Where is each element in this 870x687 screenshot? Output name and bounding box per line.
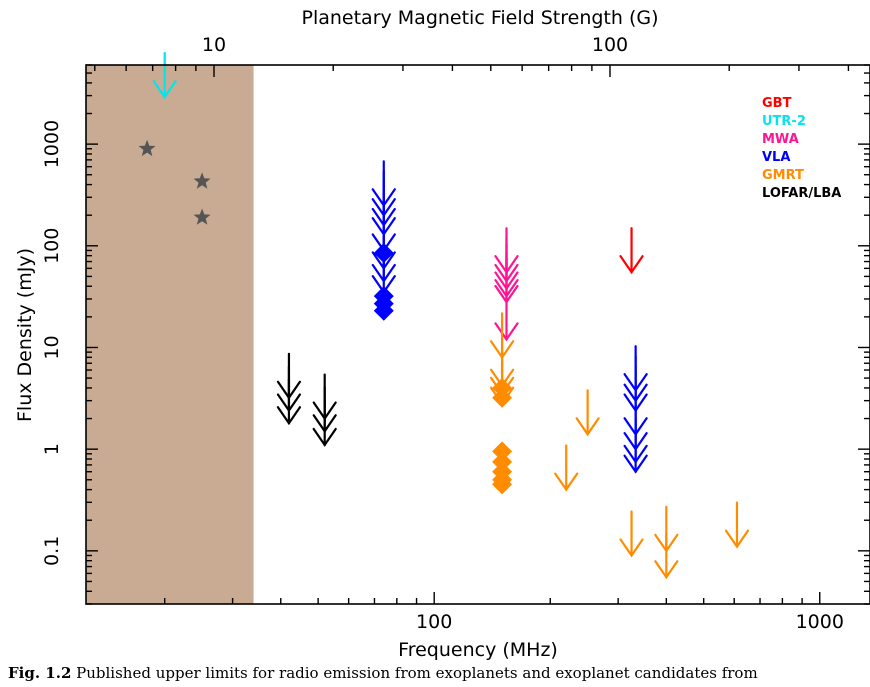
detection-diamond [492,441,513,462]
detection-diamond [373,300,394,321]
star-marker [193,208,211,225]
star-marker [193,172,211,189]
chart: 100 1000 0.1 1 10 100 1000 10 100 GBT UTR-2 MWA VLA… [14,7,870,661]
x-tick-label: 1000 [796,611,844,633]
upper-limit-arrow [575,389,600,437]
shaded-region [86,65,254,604]
figure-caption-number: Fig. 1.2 [8,664,72,682]
upper-limit-arrow [619,510,644,558]
axis-ticks: 100 1000 0.1 1 10 100 1000 10 100 [41,34,870,633]
detection-diamond [373,242,394,263]
upper-limit-arrow [312,399,337,447]
y-tick-label: 1000 [41,120,63,168]
top-axis-title: Planetary Magnetic Field Strength (G) [301,7,658,29]
upper-limit-arrow [494,294,519,342]
upper-limit-arrow [724,501,750,549]
figure-caption-text: Published upper limits for radio emissio… [71,664,758,682]
legend-entry: MWA [762,132,799,147]
top-tick-label: 10 [202,34,226,56]
upper-limit-arrow [619,227,644,275]
y-tick-label: 1 [41,443,63,455]
x-axis-title: Frequency (MHz) [398,639,558,661]
upper-limit-arrow [654,532,679,580]
star-marker [138,139,156,157]
upper-limit-arrow [554,444,579,492]
legend-entry: GBT [762,96,792,111]
legend-entry: GMRT [762,168,804,183]
upper-limit-arrow [152,52,177,100]
x-tick-label: 100 [416,611,452,633]
legend: GBT UTR-2 MWA VLA GMRT LOFAR/LBA [762,96,841,201]
plot-frame [85,64,870,605]
legend-entry: LOFAR/LBA [762,186,841,201]
y-tick-label: 10 [41,335,63,359]
detection-diamond [492,387,513,408]
figure-caption: Fig. 1.2 Published upper limits for radi… [8,664,868,682]
legend-entry: VLA [762,150,790,165]
chart-marks [138,52,750,580]
y-tick-label: 0.1 [41,536,63,566]
upper-limit-arrow [276,378,302,426]
detection-diamond [492,474,513,495]
y-axis-title: Flux Density (mJy) [14,248,36,422]
y-tick-label: 100 [41,228,63,264]
upper-limit-arrow [623,426,648,474]
legend-entry: UTR-2 [762,114,806,129]
top-tick-label: 100 [592,34,628,56]
